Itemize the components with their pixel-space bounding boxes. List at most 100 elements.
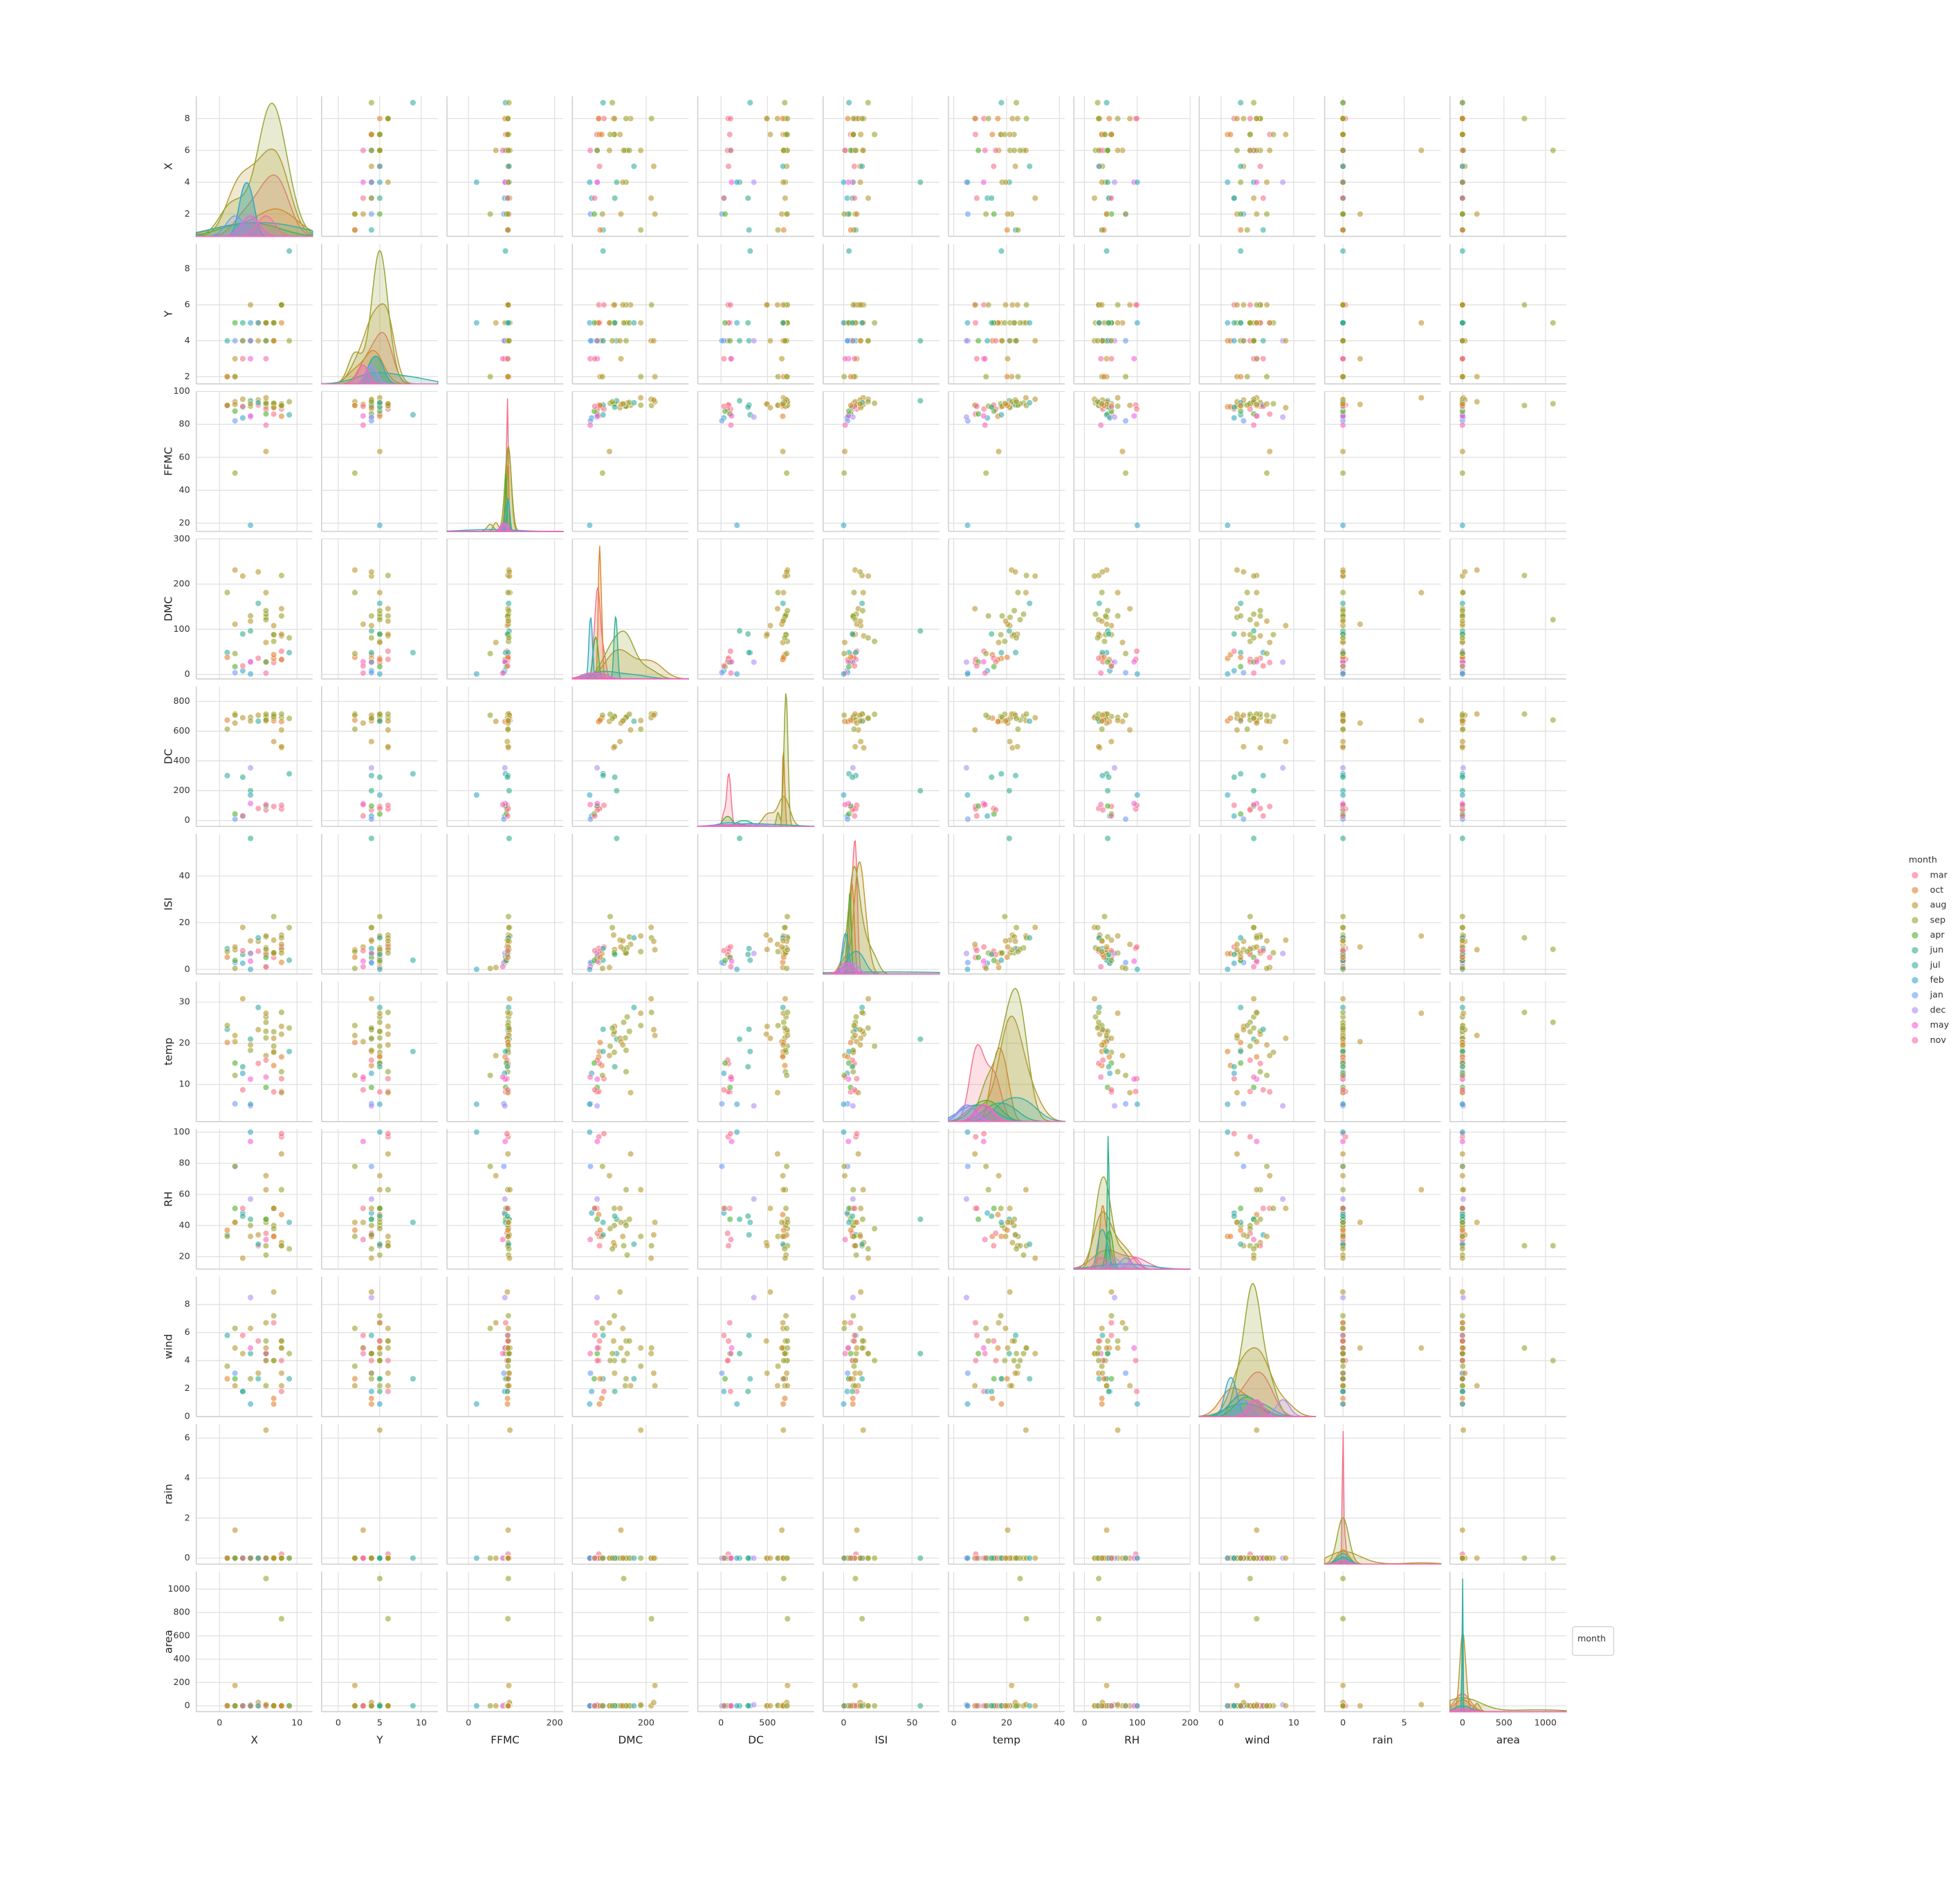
point: [262, 319, 270, 327]
point: [1095, 147, 1102, 154]
point: [1339, 792, 1346, 799]
point: [784, 1219, 791, 1226]
point: [1234, 567, 1240, 574]
point: [1459, 947, 1466, 954]
point: [973, 403, 980, 410]
point: [736, 1350, 743, 1357]
point: [764, 115, 771, 122]
point: [385, 1075, 392, 1082]
point: [223, 954, 231, 960]
point: [637, 373, 644, 380]
point: [223, 402, 231, 409]
point: [1270, 400, 1277, 408]
point: [1004, 373, 1011, 380]
point: [1114, 403, 1121, 410]
point: [607, 913, 614, 920]
point: [1474, 711, 1481, 718]
point: [1263, 470, 1270, 477]
point: [609, 99, 616, 106]
point: [278, 959, 285, 966]
point: [619, 401, 626, 408]
point: [368, 226, 375, 233]
point: [857, 1205, 864, 1212]
point: [648, 301, 655, 309]
point: [964, 816, 971, 823]
point: [360, 812, 367, 819]
point: [1282, 337, 1289, 345]
point: [271, 404, 277, 411]
point: [247, 401, 254, 408]
point: [278, 1242, 285, 1249]
point: [286, 715, 293, 722]
point: [1240, 669, 1247, 676]
point: [385, 1089, 392, 1096]
point: [1279, 1102, 1286, 1109]
point: [1099, 718, 1106, 725]
point: [1459, 995, 1466, 1002]
point: [385, 711, 392, 718]
point: [368, 622, 375, 629]
panel: [571, 244, 689, 385]
point: [609, 1025, 616, 1032]
point: [223, 948, 231, 955]
point: [1023, 394, 1029, 401]
point: [627, 1150, 634, 1158]
point: [360, 720, 367, 727]
point: [1108, 337, 1115, 345]
point: [1006, 738, 1014, 745]
point: [368, 1289, 375, 1295]
point: [1474, 373, 1481, 380]
point: [751, 337, 758, 345]
point: [505, 301, 512, 309]
point: [1459, 131, 1466, 138]
point: [239, 415, 246, 421]
point: [262, 448, 270, 455]
point: [278, 1075, 285, 1082]
point: [500, 963, 506, 970]
point: [1001, 913, 1008, 920]
point: [594, 1319, 601, 1327]
point: [871, 400, 878, 407]
point: [1459, 913, 1466, 920]
point: [247, 671, 254, 677]
point: [1339, 965, 1346, 972]
point: [616, 1289, 623, 1295]
point: [1234, 1219, 1240, 1226]
point: [725, 1338, 732, 1345]
point: [600, 1048, 607, 1055]
point: [865, 715, 872, 722]
point: [376, 1010, 383, 1017]
point: [1106, 115, 1112, 122]
point: [1237, 1039, 1244, 1046]
point: [1253, 179, 1260, 185]
point: [1119, 448, 1126, 455]
point: [850, 1022, 858, 1029]
point: [1240, 301, 1247, 309]
point: [1094, 924, 1101, 931]
point: [991, 663, 998, 670]
point: [1253, 1009, 1260, 1016]
point: [600, 945, 607, 952]
point: [1104, 787, 1111, 794]
point: [1247, 913, 1254, 920]
point: [1224, 1048, 1231, 1055]
point: [1339, 600, 1346, 607]
point: [1237, 954, 1244, 960]
point: [637, 226, 644, 233]
point: [1032, 572, 1038, 580]
point: [506, 568, 513, 576]
point: [1002, 938, 1009, 945]
point: [278, 1211, 285, 1218]
point: [271, 1319, 277, 1327]
point: [850, 301, 857, 309]
point: [774, 1382, 781, 1390]
point: [271, 937, 277, 944]
point: [1020, 610, 1027, 618]
point: [1339, 726, 1346, 733]
point: [783, 373, 790, 380]
point: [247, 718, 254, 725]
point: [600, 411, 607, 418]
point: [376, 792, 383, 799]
point: [376, 805, 383, 812]
point: [385, 1325, 392, 1332]
